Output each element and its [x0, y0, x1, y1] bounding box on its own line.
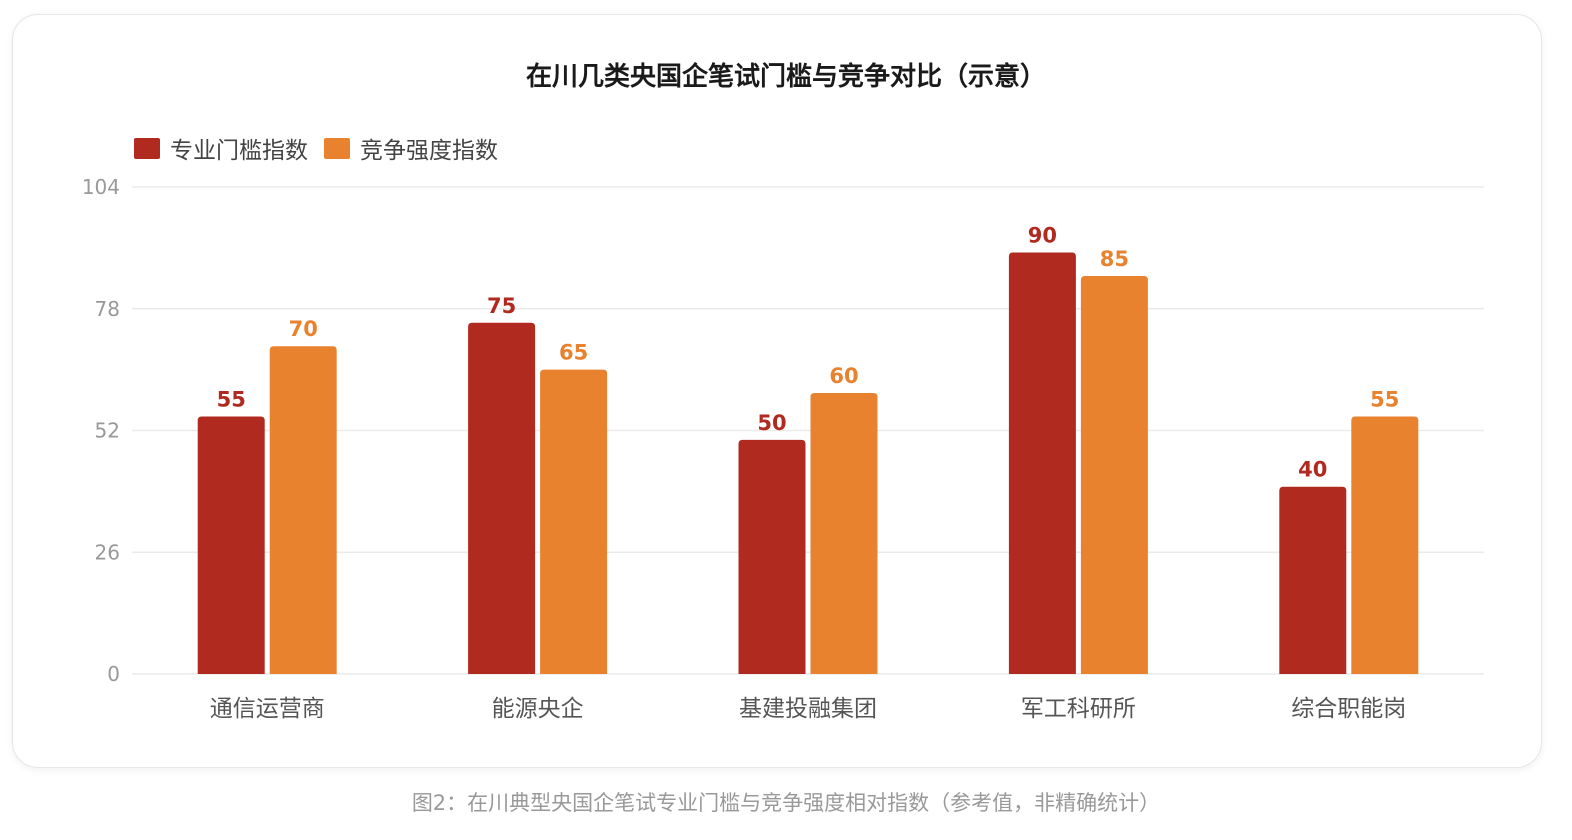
bar-threshold[interactable]	[1279, 486, 1347, 674]
chart-legend: 专业门槛指数 竞争强度指数	[134, 131, 514, 165]
legend-swatch-threshold	[134, 137, 160, 159]
figure-caption: 图2：在川典型央国企笔试专业门槛与竞争强度相对指数（参考值，非精确统计）	[411, 791, 1161, 815]
chart-title: 在川几类央国企笔试门槛与竞争对比（示意）	[525, 62, 1046, 92]
y-tick-label: 52	[95, 419, 120, 443]
data-label: 90	[1028, 224, 1057, 248]
bar-threshold[interactable]	[738, 439, 806, 674]
bar-competition[interactable]	[269, 346, 337, 674]
y-tick-label: 104	[82, 175, 120, 199]
x-tick-label: 能源央企	[492, 696, 584, 722]
bar-threshold[interactable]	[1008, 252, 1076, 675]
data-label: 60	[829, 364, 858, 388]
legend-item-threshold[interactable]: 专业门槛指数	[134, 131, 308, 165]
bar-threshold[interactable]	[197, 416, 265, 674]
bar-competition[interactable]	[1080, 275, 1148, 674]
y-tick-label: 0	[107, 662, 120, 686]
bar-competition[interactable]	[810, 393, 878, 674]
bar-competition[interactable]	[1351, 416, 1419, 674]
legend-swatch-competition	[324, 137, 350, 159]
bar-threshold[interactable]	[468, 322, 536, 674]
data-label: 55	[217, 387, 246, 411]
bar-chart: 0 26 52 78 104 55 70 通信运营商 75 65 能源央企 50 60 基建投融集团 90 8…	[82, 175, 1484, 722]
x-tick-label: 通信运营商	[210, 696, 325, 722]
legend-label-competition: 竞争强度指数	[360, 138, 498, 164]
x-tick-label: 综合职能岗	[1291, 696, 1406, 722]
data-label: 50	[757, 411, 786, 435]
y-tick-label: 26	[95, 540, 120, 564]
bar-competition[interactable]	[540, 369, 608, 674]
data-label: 55	[1370, 387, 1399, 411]
data-label: 65	[559, 341, 588, 365]
legend-label-threshold: 专业门槛指数	[170, 138, 308, 164]
legend-item-competition[interactable]: 竞争强度指数	[324, 131, 498, 165]
data-label: 85	[1100, 247, 1129, 271]
data-label: 75	[487, 294, 516, 318]
data-label: 70	[289, 317, 318, 341]
x-tick-label: 基建投融集团	[739, 696, 877, 722]
x-tick-label: 军工科研所	[1021, 696, 1136, 722]
data-label: 40	[1298, 458, 1327, 482]
y-tick-label: 78	[95, 297, 120, 321]
